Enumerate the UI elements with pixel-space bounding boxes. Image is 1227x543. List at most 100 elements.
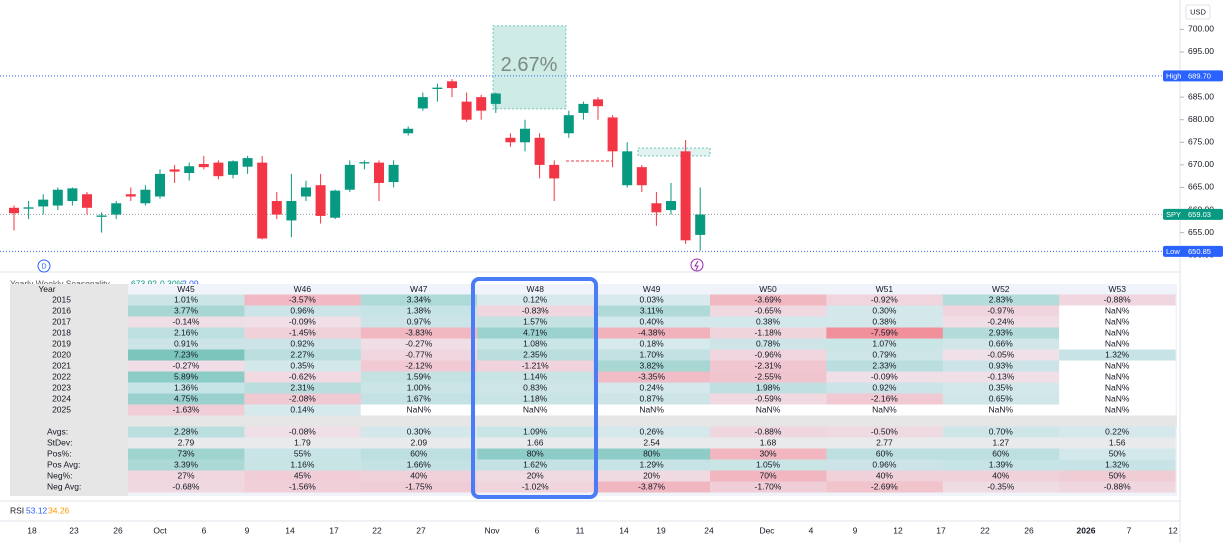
cell-value: -0.08% bbox=[289, 426, 316, 436]
cell-value: NaN% bbox=[1105, 338, 1130, 348]
cell-bg bbox=[710, 448, 827, 460]
cell-bg bbox=[477, 393, 594, 405]
cell-bg bbox=[593, 393, 710, 405]
cell-bg bbox=[128, 437, 245, 449]
candle-body bbox=[67, 188, 78, 202]
cell-value: 1.38% bbox=[407, 305, 432, 315]
cell-bg bbox=[710, 294, 827, 306]
x-tick-label: 11 bbox=[576, 525, 585, 535]
cell-bg bbox=[593, 316, 710, 328]
x-tick-label: 12 bbox=[893, 525, 903, 535]
cell-value: 50% bbox=[1109, 470, 1126, 480]
row-label: 2023 bbox=[52, 382, 71, 392]
cell-bg bbox=[244, 349, 361, 361]
drawing-box[interactable] bbox=[637, 147, 711, 157]
row-label: Neg Avg: bbox=[47, 481, 81, 491]
cell-bg bbox=[360, 382, 478, 394]
cell-bg bbox=[244, 327, 361, 339]
cell-value: NaN% bbox=[1105, 327, 1130, 337]
candle-body bbox=[432, 87, 443, 89]
cell-value: 1.98% bbox=[756, 382, 781, 392]
cell-bg bbox=[244, 382, 361, 394]
cell-bg bbox=[244, 470, 361, 482]
cell-bg bbox=[826, 382, 943, 394]
cell-value: 1.66 bbox=[527, 437, 544, 447]
cell-value: 0.87% bbox=[640, 393, 665, 403]
table-header: W52 bbox=[992, 284, 1010, 294]
candle-body bbox=[636, 167, 647, 186]
cell-bg bbox=[826, 448, 943, 460]
cell-value: 0.38% bbox=[872, 316, 897, 326]
cell-value: -0.88% bbox=[1104, 294, 1131, 304]
price-tag-value: 689.70 bbox=[1188, 71, 1211, 80]
x-tick-label: 22 bbox=[372, 525, 382, 535]
cell-value: 1.16% bbox=[290, 459, 315, 469]
dividend-letter: D bbox=[41, 263, 46, 270]
cell-bg bbox=[826, 404, 943, 416]
cell-bg bbox=[477, 470, 594, 482]
x-tick-label: 2026 bbox=[1077, 525, 1096, 535]
cell-value: NaN% bbox=[523, 404, 548, 414]
x-tick-label: 19 bbox=[656, 525, 666, 535]
cell-bg bbox=[477, 448, 594, 460]
row-label: Pos Avg: bbox=[47, 459, 80, 469]
candle-body bbox=[9, 207, 19, 214]
indicator-value: 2.09 bbox=[182, 278, 199, 288]
row-label: 2025 bbox=[52, 404, 71, 414]
cell-bg bbox=[477, 426, 594, 438]
cell-bg bbox=[360, 404, 478, 416]
cell-value: -1.70% bbox=[755, 481, 782, 491]
cell-value: 2.09 bbox=[411, 437, 428, 447]
cell-value: -0.97% bbox=[987, 305, 1014, 315]
cell-value: -0.65% bbox=[755, 305, 782, 315]
cell-bg bbox=[128, 404, 245, 416]
candle-body bbox=[257, 162, 268, 239]
cell-bg bbox=[593, 371, 710, 383]
cell-bg bbox=[942, 382, 1060, 394]
cell-value: 40% bbox=[410, 470, 427, 480]
cell-value: 50% bbox=[1109, 448, 1126, 458]
cell-value: 1.07% bbox=[872, 338, 897, 348]
cell-value: 1.68 bbox=[760, 437, 777, 447]
cell-value: 0.24% bbox=[640, 382, 665, 392]
cell-value: -0.27% bbox=[173, 360, 200, 370]
cell-bg bbox=[1059, 448, 1176, 460]
cell-bg bbox=[477, 404, 594, 416]
cell-value: 1.39% bbox=[989, 459, 1014, 469]
cell-value: 1.70% bbox=[640, 349, 665, 359]
cell-value: NaN% bbox=[1105, 382, 1130, 392]
cell-value: -0.59% bbox=[755, 393, 782, 403]
cell-bg bbox=[128, 459, 245, 471]
cell-bg bbox=[1059, 481, 1176, 493]
cell-bg bbox=[477, 294, 594, 306]
price-tag bbox=[1163, 70, 1223, 82]
candle-body bbox=[476, 97, 487, 111]
cell-value: 1.32% bbox=[1105, 349, 1130, 359]
event-icon[interactable] bbox=[690, 258, 704, 272]
cell-value: -1.63% bbox=[173, 404, 200, 414]
cell-value: 0.30% bbox=[407, 426, 432, 436]
cell-bg bbox=[128, 338, 245, 350]
cell-bg bbox=[1059, 426, 1176, 438]
cell-value: 0.96% bbox=[290, 305, 315, 315]
cell-value: 27% bbox=[177, 470, 194, 480]
cell-bg bbox=[128, 481, 245, 493]
y-tick-label: 665.00 bbox=[1188, 182, 1214, 192]
currency-button[interactable] bbox=[1185, 4, 1211, 20]
candle-body bbox=[680, 151, 691, 241]
x-tick-label: 9 bbox=[245, 525, 250, 535]
cell-value: 0.26% bbox=[640, 426, 665, 436]
price-tag-value: 659.03 bbox=[1188, 210, 1211, 219]
y-tick-label: 680.00 bbox=[1188, 114, 1214, 124]
cell-bg bbox=[477, 481, 594, 493]
x-tick-label: Nov bbox=[484, 525, 500, 535]
cell-bg bbox=[710, 371, 827, 383]
dividend-icon[interactable] bbox=[37, 259, 51, 273]
cell-bg bbox=[710, 338, 827, 350]
cell-bg bbox=[477, 327, 594, 339]
cell-value: 45% bbox=[294, 470, 311, 480]
candle-body bbox=[622, 151, 633, 186]
cell-value: 0.38% bbox=[756, 316, 781, 326]
cell-value: -0.88% bbox=[755, 426, 782, 436]
